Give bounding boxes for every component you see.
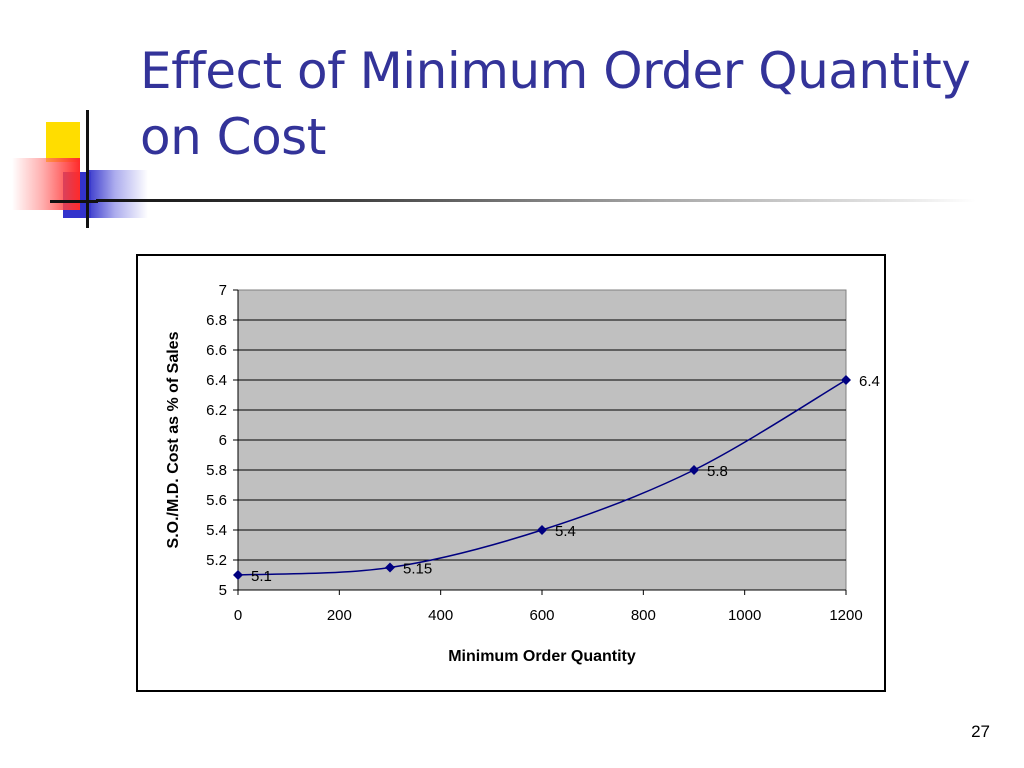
vertical-line: [86, 110, 89, 228]
data-label: 5.1: [251, 568, 272, 585]
y-tick-label: 6.4: [206, 372, 227, 389]
x-tick-label: 1000: [728, 607, 761, 624]
x-tick-label: 600: [529, 607, 554, 624]
y-tick-label: 6.2: [206, 402, 227, 419]
y-axis-title: S.O./M.D. Cost as % of Sales: [165, 331, 182, 548]
chart-frame: 7 6.8 6.6 6.4 6.2 6 5.8 5.6 5.4 5.2 5 0 200 400 600 800…: [136, 254, 886, 692]
data-point-marker: [385, 562, 395, 573]
data-label: 6.4: [859, 373, 880, 390]
data-label: 5.4: [555, 523, 576, 540]
x-tick-label: 0: [234, 607, 242, 624]
y-tick-label: 5.6: [206, 492, 227, 509]
blue-gradient: [88, 170, 148, 218]
x-axis-title: Minimum Order Quantity: [448, 648, 636, 665]
slide-title: Effect of Minimum Order Quantity on Cost: [140, 42, 971, 166]
data-point-marker: [537, 525, 547, 535]
page-number: 27: [971, 722, 990, 741]
y-tick-label: 5.8: [206, 462, 227, 479]
title-underline: [96, 199, 976, 202]
data-point-marker: [233, 570, 243, 580]
data-label: 5.8: [707, 463, 728, 480]
data-label: 5.15: [403, 561, 432, 578]
y-tick-label: 5: [219, 582, 227, 599]
x-tick-label: 200: [327, 607, 352, 624]
horizontal-line: [50, 200, 98, 203]
y-tick-label: 7: [219, 282, 227, 299]
y-tick-label: 5.4: [206, 522, 227, 539]
decorative-squares-logo: [0, 100, 1000, 230]
y-tick-label: 5.2: [206, 552, 227, 569]
data-point-marker: [689, 465, 699, 475]
line-chart: 7 6.8 6.6 6.4 6.2 6 5.8 5.6 5.4 5.2 50 200 400 600 800…: [165, 282, 880, 665]
x-tick-label: 800: [631, 607, 656, 624]
yellow-square: [46, 122, 80, 162]
x-tick-label: 1200: [829, 607, 862, 624]
y-tick-label: 6.6: [206, 342, 227, 359]
y-tick-label: 6.8: [206, 312, 227, 329]
y-tick-label: 6: [219, 432, 227, 449]
x-tick-label: 400: [428, 607, 453, 624]
data-point-marker: [841, 375, 851, 385]
